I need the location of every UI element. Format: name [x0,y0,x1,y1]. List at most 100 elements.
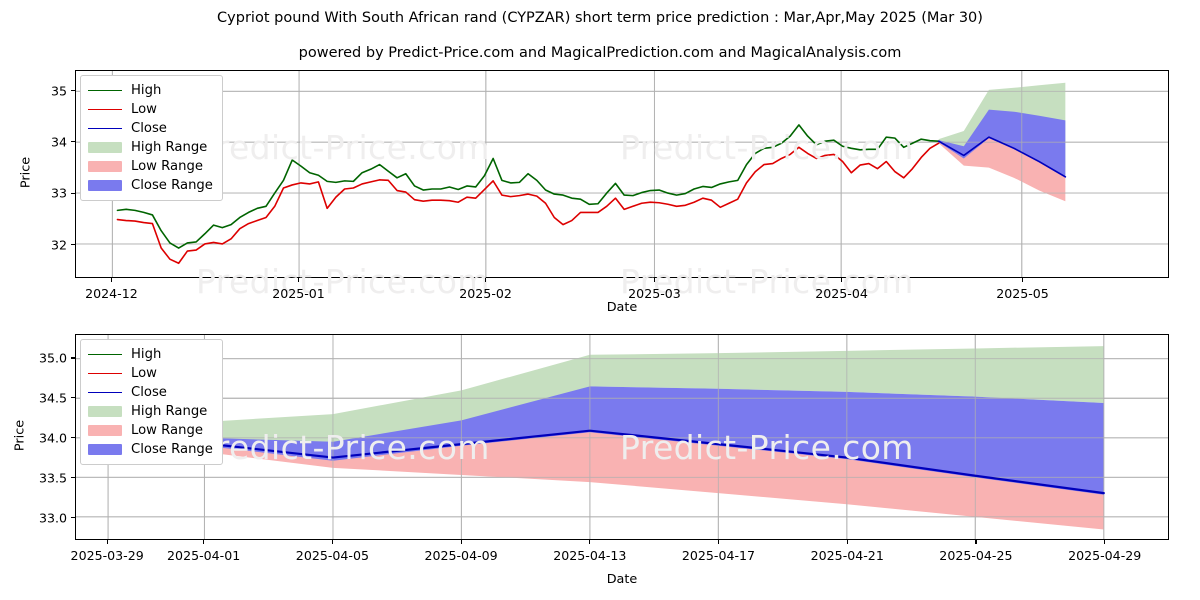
overview-legend-label: Low Range [131,158,203,174]
forecast-x-tick-mark [106,540,108,544]
overview-x-tick-label: 2024-12 [85,286,138,301]
forecast-legend-label: Close Range [131,441,213,457]
overview-x-tick-label: 2025-01 [272,286,325,301]
overview-x-tick-mark [110,278,113,282]
forecast-legend-label: Close [131,384,167,400]
overview-y-tick-label: 34 [50,134,67,150]
forecast-x-tick-mark [717,540,720,544]
overview-line-low [117,143,938,263]
forecast-x-tick-label: 2025-03-29 [70,548,144,563]
overview-plot-area [75,70,1169,278]
overview-legend-label: High Range [131,139,208,155]
overview-x-tick-mark [841,278,843,282]
forecast-legend-swatch-patch-icon [88,425,122,436]
overview-x-tick-mark [298,278,300,282]
forecast-legend-label: Low Range [131,422,203,438]
forecast-x-tick-mark [331,540,333,544]
overview-y-tick-mark [71,192,75,194]
overview-gridlines [76,71,1168,277]
forecast-x-tick-label: 2025-04-29 [1068,548,1142,563]
overview-legend-label: Close Range [131,177,213,193]
forecast-plot-canvas [76,335,1168,539]
forecast-x-tick-label: 2025-04-21 [810,548,884,563]
overview-legend-swatch-line-icon [88,84,122,97]
forecast-y-tick-label: 35.0 [38,350,67,366]
chart-subtitle: powered by Predict-Price.com and Magical… [298,45,902,61]
overview-line-high [117,125,938,248]
forecast-y-tick-label: 34.0 [38,430,67,446]
overview-legend-label: High [131,82,162,98]
forecast-legend-item-high: High [88,346,213,363]
overview-y-tick-label: 35 [50,83,67,99]
forecast-x-tick-label: 2025-04-25 [939,548,1013,563]
forecast-y-tick-mark [71,517,75,519]
forecast-x-tick-mark [203,540,205,544]
overview-x-axis-label: Date [606,300,638,315]
overview-y-tick-mark [71,141,75,143]
forecast-x-tick-mark [846,540,848,544]
overview-x-tick-mark [1022,278,1024,282]
forecast-legend-label: High Range [131,403,208,419]
overview-legend: High Low Close High Range Low Range Close Ran… [80,75,223,201]
forecast-y-tick-label: 33.5 [38,470,67,486]
overview-legend-swatch-line-icon [88,122,122,135]
forecast-x-tick-label: 2025-04-05 [295,548,370,563]
overview-legend-item-close: Close [88,120,213,137]
forecast-x-tick-mark [589,540,591,544]
overview-legend-item-close-range: Close Range [88,177,213,194]
forecast-x-tick-label: 2025-04-17 [681,548,756,563]
forecast-x-tick-mark [460,540,462,544]
forecast-y-tick-label: 33.0 [38,510,67,526]
forecast-x-tick-mark [1104,540,1106,544]
forecast-x-tick-mark [975,540,977,544]
forecast-legend-item-low-range: Low Range [88,422,213,439]
overview-y-tick-mark [71,90,75,92]
overview-legend-label: Close [131,120,167,136]
forecast-band-close-range [204,386,1104,495]
overview-legend-item-low: Low [88,101,213,118]
overview-legend-swatch-patch-icon [88,142,122,153]
overview-legend-swatch-patch-icon [88,161,122,172]
forecast-x-tick-label: 2025-04-13 [553,548,627,563]
overview-x-tick-label: 2025-03 [628,286,681,301]
forecast-y-tick-mark [71,477,75,479]
forecast-y-tick-mark [71,357,75,359]
forecast-legend-item-close: Close [88,384,213,401]
overview-x-tick-label: 2025-05 [996,286,1049,301]
forecast-y-tick-mark [71,397,75,399]
forecast-legend-swatch-line-icon [88,386,122,399]
overview-legend-item-high: High [88,82,213,99]
forecast-y-tick-label: 34.5 [38,390,67,406]
overview-legend-swatch-line-icon [88,103,122,116]
forecast-legend-item-close-range: Close Range [88,441,213,458]
overview-y-tick-label: 33 [50,185,67,201]
overview-x-tick-label: 2025-04 [815,286,868,301]
forecast-x-tick-label: 2025-04-09 [424,548,498,563]
overview-x-tick-mark [653,278,656,282]
forecast-line-close [204,431,1103,493]
forecast-y-tick-mark [71,437,75,439]
overview-legend-label: Low [131,101,157,117]
forecast-legend-swatch-patch-icon [88,444,122,455]
overview-plot-canvas [76,71,1168,277]
overview-y-tick-mark [71,244,75,246]
forecast-band-low-range [204,430,1104,530]
overview-legend-swatch-patch-icon [88,180,122,191]
overview-x-tick-mark [485,278,487,282]
forecast-legend-swatch-line-icon [88,348,122,361]
overview-legend-item-high-range: High Range [88,139,213,156]
forecast-x-tick-label: 2025-04-01 [167,548,241,563]
forecast-legend: High Low Close High Range Low Range Close Ran… [80,339,223,465]
forecast-legend-swatch-patch-icon [88,406,122,417]
forecast-x-axis-label: Date [606,572,638,587]
forecast-legend-item-low: Low [88,365,213,382]
forecast-legend-label: Low [131,365,157,381]
forecast-legend-item-high-range: High Range [88,403,213,420]
forecast-plot-area [75,334,1169,540]
overview-y-tick-label: 32 [50,237,67,253]
overview-line-close [939,137,1066,177]
overview-legend-item-low-range: Low Range [88,158,213,175]
overview-x-tick-label: 2025-02 [459,286,512,301]
forecast-legend-swatch-line-icon [88,367,122,380]
